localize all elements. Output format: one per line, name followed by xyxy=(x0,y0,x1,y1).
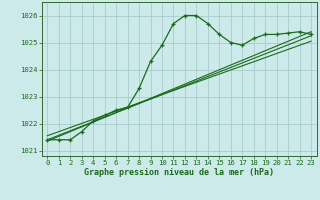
X-axis label: Graphe pression niveau de la mer (hPa): Graphe pression niveau de la mer (hPa) xyxy=(84,168,274,177)
